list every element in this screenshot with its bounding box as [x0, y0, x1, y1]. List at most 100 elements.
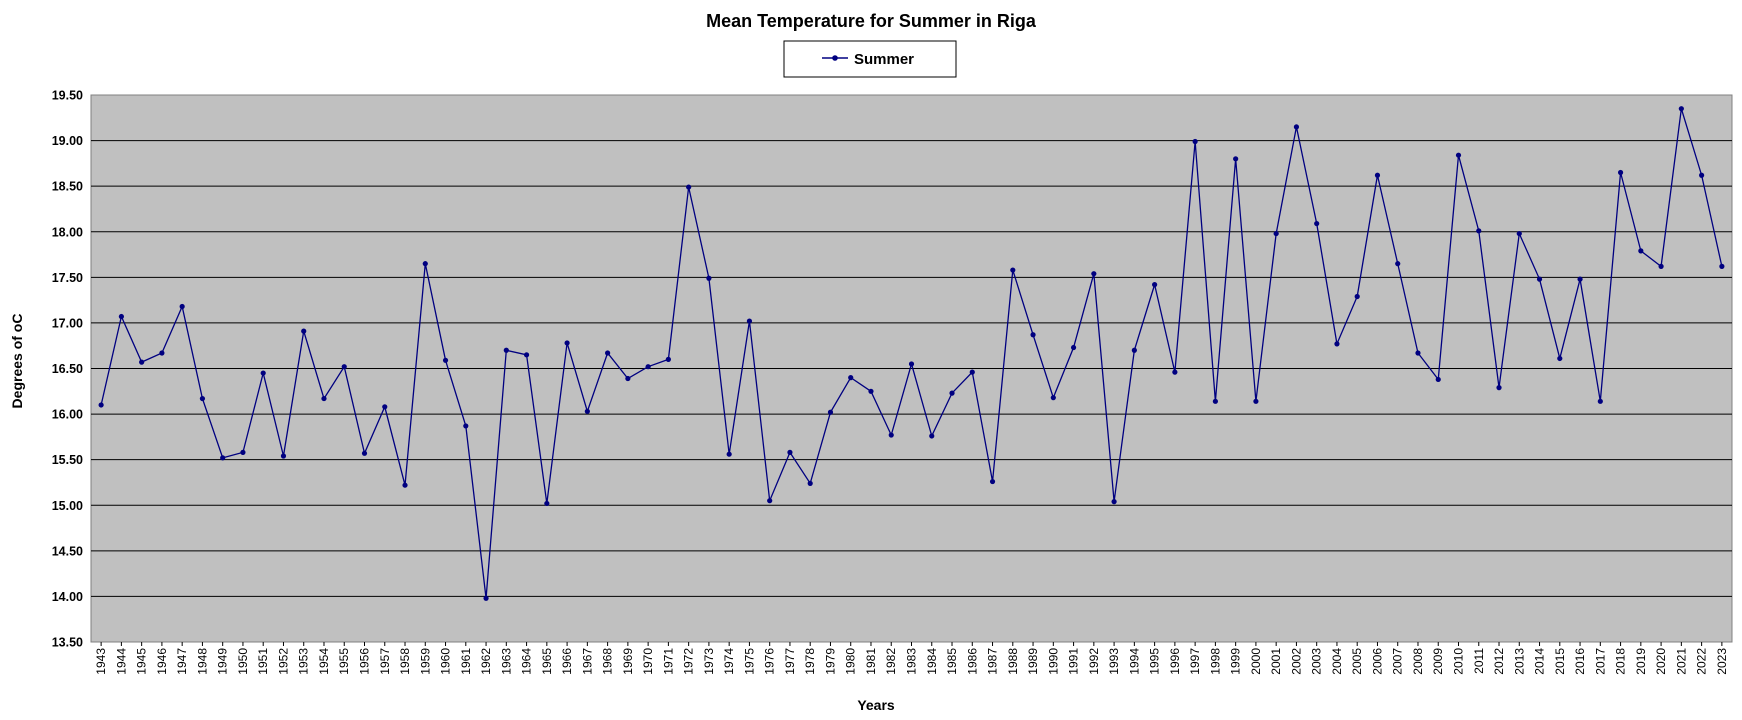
x-tick-label: 2002: [1289, 648, 1303, 675]
x-tick-label: 1958: [398, 648, 412, 675]
x-tick-label: 1979: [823, 648, 837, 675]
x-tick-label: 1966: [560, 648, 574, 675]
x-tick-label: 1999: [1229, 648, 1243, 675]
y-tick-label: 18.50: [52, 180, 83, 194]
data-point: [1374, 172, 1381, 178]
chart-title: Mean Temperature for Summer in Riga: [706, 11, 1037, 31]
data-point: [382, 404, 388, 410]
x-tick-label: 2011: [1472, 648, 1486, 674]
y-tick-label: 19.00: [52, 134, 83, 148]
y-tick-label: 15.00: [52, 499, 83, 513]
y-tick-label: 17.00: [52, 316, 83, 330]
x-tick-label: 1969: [621, 648, 635, 675]
y-tick-label: 19.50: [52, 89, 83, 103]
data-point: [807, 480, 813, 486]
data-point: [787, 449, 793, 455]
data-point: [1091, 271, 1097, 277]
data-point: [1496, 385, 1502, 391]
data-point: [989, 478, 996, 485]
data-point: [1597, 398, 1603, 404]
x-tick-label: 1974: [722, 648, 736, 675]
x-tick-label: 1996: [1168, 648, 1182, 675]
x-tick-label: 1992: [1087, 648, 1101, 675]
data-point: [1111, 499, 1117, 505]
x-tick-label: 1985: [945, 648, 959, 675]
data-point: [98, 402, 104, 408]
y-tick-label: 14.50: [52, 544, 83, 558]
x-tick-label: 1970: [641, 648, 655, 675]
y-tick-label: 16.50: [52, 362, 83, 376]
x-tick-label: 2000: [1249, 648, 1263, 675]
gridlines: [91, 140, 1732, 597]
data-point: [1293, 124, 1300, 130]
data-point: [726, 451, 732, 457]
x-tick-label: 1982: [884, 648, 898, 675]
x-tick-label: 1981: [864, 648, 878, 675]
x-tick-label: 1962: [479, 648, 493, 675]
data-point: [1273, 230, 1279, 237]
data-point: [1334, 341, 1340, 347]
x-tick-label: 1946: [155, 648, 169, 675]
legend: Summer: [783, 40, 957, 78]
x-tick-label: 2009: [1431, 648, 1445, 675]
data-point: [1719, 263, 1725, 269]
x-tick-label: 1973: [702, 648, 716, 675]
x-tick-label: 2023: [1715, 648, 1729, 675]
data-point: [665, 356, 671, 362]
y-axis-tick-labels: 13.50 14.00 14.50 15.00 15.50 16.00 16.50 17.00…: [52, 89, 83, 650]
x-tick-label: 1948: [195, 648, 209, 675]
data-point: [706, 275, 712, 281]
data-point: [1192, 138, 1198, 145]
x-tick-label: 1947: [175, 648, 189, 675]
x-tick-label: 2016: [1573, 648, 1587, 675]
data-point: [1516, 230, 1522, 237]
x-tick-label: 1987: [986, 648, 1000, 675]
data-point: [1638, 248, 1644, 254]
x-tick-label: 1986: [965, 648, 979, 675]
y-tick-label: 17.50: [52, 271, 83, 285]
y-tick-label: 13.50: [52, 636, 83, 650]
x-tick-label: 1944: [114, 648, 128, 675]
data-point: [1172, 369, 1178, 375]
x-tick-label: 1945: [135, 648, 149, 675]
x-tick-label: 2007: [1391, 648, 1405, 675]
x-axis-title: Years: [857, 697, 895, 713]
data-point: [422, 261, 428, 267]
x-tick-label: 2018: [1614, 648, 1628, 675]
data-point: [503, 347, 509, 353]
x-axis-tick-labels: 1943 1944 1945 1946 1947 1948 1949 1950 1951 1952…: [94, 642, 1729, 675]
data-point: [584, 408, 590, 414]
data-point: [1476, 228, 1482, 234]
x-tick-label: 2022: [1695, 648, 1709, 675]
data-point: [1354, 293, 1360, 300]
data-point: [260, 370, 266, 376]
x-tick-label: 2005: [1350, 648, 1364, 675]
x-tick-label: 1960: [439, 648, 453, 675]
x-tick-label: 1951: [256, 648, 270, 675]
data-point: [908, 361, 915, 367]
data-point: [1233, 156, 1239, 162]
data-point: [321, 395, 327, 402]
data-point: [1435, 376, 1441, 383]
data-point: [220, 455, 226, 461]
x-tick-label: 2008: [1411, 648, 1425, 675]
data-point: [1030, 332, 1036, 338]
x-tick-label: 1956: [358, 648, 372, 675]
x-tick-label: 1950: [236, 648, 250, 675]
data-point: [1678, 106, 1684, 112]
data-point: [1212, 398, 1218, 404]
x-tick-label: 2004: [1330, 648, 1344, 675]
x-tick-label: 2006: [1370, 648, 1384, 675]
data-point: [1314, 220, 1320, 227]
x-tick-label: 1983: [905, 648, 919, 675]
data-point: [1253, 398, 1259, 404]
data-point: [1455, 152, 1462, 158]
x-tick-label: 1964: [520, 648, 534, 675]
x-tick-label: 1952: [276, 648, 290, 675]
x-tick-label: 2020: [1654, 648, 1668, 675]
data-point: [1395, 261, 1401, 267]
data-point: [827, 409, 834, 415]
data-point: [118, 313, 124, 320]
x-tick-label: 1995: [1148, 648, 1162, 675]
